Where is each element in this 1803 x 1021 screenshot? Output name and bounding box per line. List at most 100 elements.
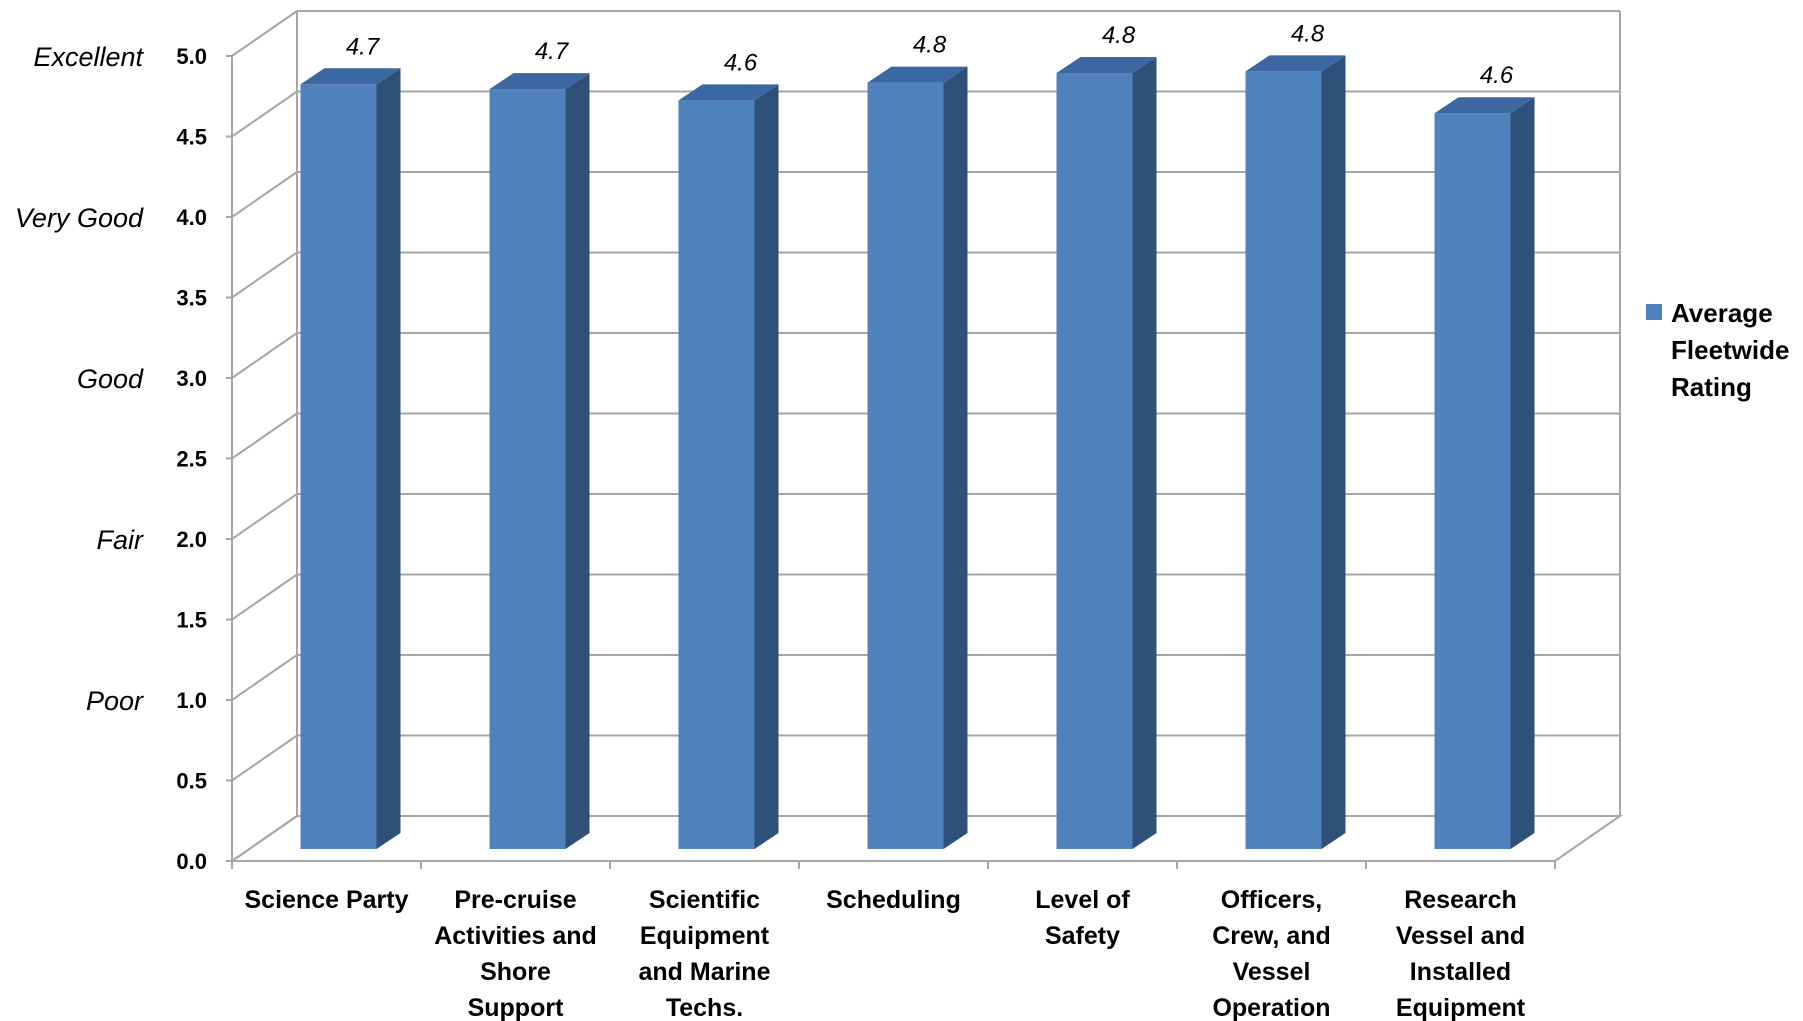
x-category-label-line: and Marine	[639, 958, 771, 986]
bar-side-face	[1132, 56, 1157, 850]
bar-side-face	[1510, 97, 1535, 850]
x-category-label-line: Scheduling	[826, 886, 961, 914]
bar-top-face	[300, 68, 401, 85]
x-category-label: Pre-cruise Activities and Shore Support	[434, 886, 597, 1021]
x-category-label-line: Safety	[1045, 922, 1120, 950]
side-wall-gridline	[231, 251, 298, 299]
y-tick-label: 0.0	[176, 849, 207, 874]
bar	[489, 73, 590, 849]
bar	[1245, 55, 1346, 850]
side-wall-gridline	[231, 654, 298, 701]
x-category-label-line: Pre-cruise	[454, 886, 576, 914]
x-category-label-line: Vessel	[1233, 958, 1311, 986]
side-wall-gridline	[231, 815, 298, 862]
bar-top-face	[1434, 97, 1535, 114]
bar-top-face	[1245, 55, 1346, 72]
bars	[300, 55, 1535, 850]
x-category-label-line: Research	[1404, 886, 1517, 914]
y-axis-tick-labels: 0.0 0.5 1.0 1.5 2.0 2.5 3.0 3.5 4.0 4.5 5.0	[176, 44, 207, 874]
legend-label-line: Average	[1671, 298, 1773, 328]
y-tick-label: 1.0	[176, 688, 207, 713]
x-category-label: Research Vessel and Installed Equipment	[1396, 886, 1526, 1021]
bar-front-face	[300, 84, 377, 849]
bar	[300, 68, 401, 849]
y-qualitative-label: Excellent	[33, 42, 144, 72]
y-tick-label: 3.5	[176, 286, 207, 311]
data-label: 4.6	[724, 49, 758, 76]
y-tick-label: 1.5	[176, 608, 207, 633]
x-category-label: Scheduling	[826, 886, 961, 914]
bar-side-face	[943, 66, 968, 849]
y-qualitative-label: Poor	[86, 686, 144, 716]
x-category-label: Scientific Equipment and Marine Techs.	[639, 886, 771, 1021]
data-label: 4.8	[913, 32, 947, 59]
x-category-label-line: Scientific	[649, 886, 760, 914]
legend-label-line: Rating	[1671, 372, 1752, 402]
bar-side-face	[1321, 55, 1346, 850]
side-wall-gridline	[231, 493, 298, 540]
data-label: 4.7	[535, 38, 570, 65]
x-category-label-line: Operation	[1212, 994, 1330, 1021]
data-label: 4.7	[346, 33, 381, 60]
y-tick-label: 2.0	[176, 527, 207, 552]
bar-front-face	[1245, 71, 1322, 850]
x-category-label-line: Shore	[480, 958, 551, 986]
x-category-label-line: Equipment	[640, 922, 770, 950]
side-wall-gridline	[231, 171, 298, 218]
side-wall-gridline	[231, 90, 298, 138]
side-wall-gridline	[231, 412, 298, 460]
data-label: 4.8	[1102, 22, 1136, 49]
x-category-label-line: Installed	[1410, 958, 1511, 986]
bar-front-face	[489, 89, 566, 849]
bar-front-face	[678, 100, 755, 850]
y-qualitative-label: Very Good	[15, 203, 144, 233]
x-category-label-line: Equipment	[1396, 994, 1526, 1021]
x-category-label-line: Activities and	[434, 922, 597, 950]
y-tick-label: 3.0	[176, 366, 207, 391]
x-category-label-line: Crew, and	[1212, 922, 1331, 950]
y-axis-qualitative-labels: Excellent Very Good Good Fair Poor	[15, 42, 145, 716]
bar-top-face	[867, 66, 968, 83]
x-axis-category-labels: Science Party Pre-cruise Activities and Sho…	[245, 886, 1526, 1021]
x-category-label-line: Support	[468, 994, 564, 1021]
bar-front-face	[1056, 72, 1133, 850]
bar-front-face	[867, 82, 944, 849]
x-category-label-line: Techs.	[666, 994, 743, 1021]
x-category-label: Science Party	[245, 886, 409, 914]
bar	[678, 84, 779, 850]
legend: Average Fleetwide Rating	[1646, 298, 1789, 402]
y-tick-label: 2.5	[176, 447, 207, 472]
side-wall-gridline	[231, 734, 298, 782]
bar	[1434, 97, 1535, 850]
side-wall-gridline	[231, 332, 298, 379]
x-category-label: Officers, Crew, and Vessel Operation	[1212, 886, 1331, 1021]
bar	[1056, 56, 1157, 850]
bar	[867, 66, 968, 849]
side-wall-gridline	[231, 573, 298, 621]
bar-side-face	[565, 73, 590, 849]
x-category-label: Level of Safety	[1035, 886, 1130, 950]
legend-label-line: Fleetwide	[1671, 335, 1789, 365]
data-label: 4.6	[1480, 62, 1514, 89]
bar-top-face	[489, 73, 590, 90]
y-qualitative-label: Fair	[97, 525, 145, 555]
bar-side-face	[754, 84, 779, 850]
data-label: 4.8	[1291, 20, 1325, 47]
y-tick-label: 0.5	[176, 769, 207, 794]
bar-top-face	[1056, 56, 1157, 73]
y-tick-label: 4.5	[176, 125, 207, 150]
y-tick-label: 4.0	[176, 205, 207, 230]
y-qualitative-label: Good	[77, 364, 144, 394]
bar-top-face	[678, 84, 779, 101]
x-category-label-line: Vessel and	[1396, 922, 1525, 950]
x-category-label-line: Officers,	[1221, 886, 1322, 914]
y-tick-label: 5.0	[176, 44, 207, 69]
side-wall-gridline	[231, 10, 298, 57]
bar-side-face	[376, 68, 401, 849]
x-category-label-line: Level of	[1035, 886, 1130, 914]
legend-label: Average Fleetwide Rating	[1671, 298, 1789, 402]
data-labels: 4.7 4.7 4.6 4.8 4.8 4.8 4.6	[346, 20, 1514, 89]
legend-swatch	[1646, 304, 1662, 320]
bar-front-face	[1434, 113, 1511, 850]
